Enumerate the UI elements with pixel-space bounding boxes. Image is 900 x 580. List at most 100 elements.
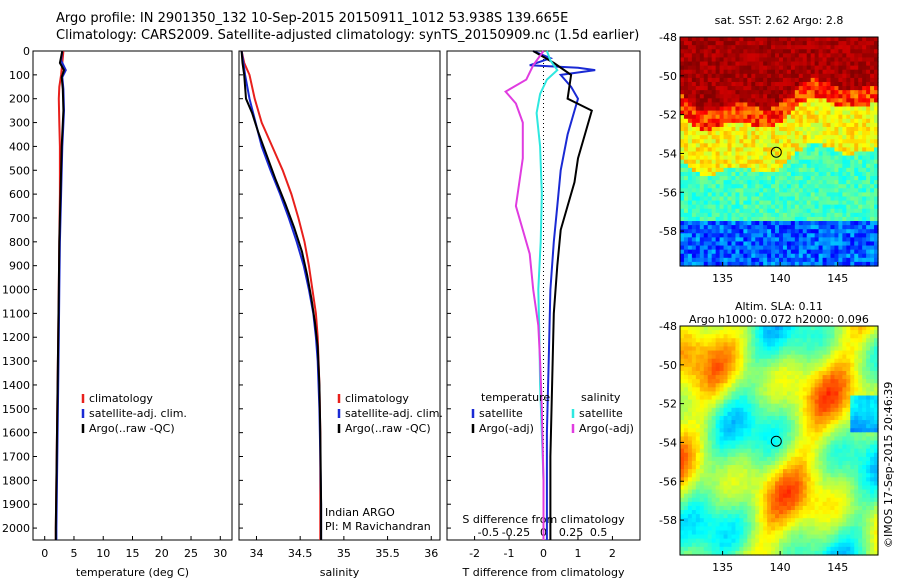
map-cell xyxy=(850,485,855,491)
map-cell xyxy=(715,326,721,331)
map-cell xyxy=(858,41,863,46)
map-cell xyxy=(834,106,839,112)
map-cell xyxy=(790,245,796,251)
map-cell xyxy=(735,456,740,462)
map-cell xyxy=(763,424,768,429)
map-cell xyxy=(707,41,713,46)
map-cell xyxy=(802,200,808,206)
map-cell xyxy=(790,135,796,140)
map-cell xyxy=(687,362,693,368)
map-cell xyxy=(822,249,828,255)
map-cell xyxy=(727,155,733,161)
map-cell xyxy=(703,221,709,226)
map-cell xyxy=(826,366,832,372)
map-cell xyxy=(739,167,744,173)
map-cell xyxy=(874,411,879,417)
map-cell xyxy=(727,469,733,474)
map-cell xyxy=(703,257,709,263)
map-cell xyxy=(719,362,725,368)
map-cell xyxy=(699,473,705,478)
map-cell xyxy=(775,391,780,397)
map-cell xyxy=(699,379,705,384)
map-cell xyxy=(723,473,729,478)
map-cell xyxy=(763,465,768,470)
map-cell xyxy=(731,151,737,157)
map-cell xyxy=(715,176,721,181)
map-cell xyxy=(874,143,879,149)
map-cell xyxy=(834,90,839,95)
map-cell xyxy=(846,420,851,425)
map-cell xyxy=(687,473,693,478)
map-cell xyxy=(703,94,709,99)
map-cell xyxy=(846,452,851,458)
map-cell xyxy=(838,420,843,425)
map-cell xyxy=(814,261,820,267)
map-cell xyxy=(798,245,804,251)
map-cell xyxy=(838,200,843,206)
map-cell xyxy=(802,342,808,348)
map-cell xyxy=(818,330,824,335)
map-cell xyxy=(739,155,744,161)
map-cell xyxy=(775,415,780,421)
map-cell xyxy=(810,420,816,425)
map-cell xyxy=(703,131,709,136)
map-cell xyxy=(834,444,839,450)
map-cell xyxy=(846,90,851,95)
map-cell xyxy=(806,460,812,466)
map-cell xyxy=(727,114,733,120)
map-cell xyxy=(711,61,717,67)
map-cell xyxy=(802,358,808,364)
map-cell xyxy=(771,424,776,429)
map-cell xyxy=(834,241,839,247)
map-cell xyxy=(691,399,697,405)
map-cell xyxy=(767,81,772,87)
map-cell xyxy=(806,221,812,226)
map-cell xyxy=(862,407,867,413)
map-cell xyxy=(695,489,701,495)
map-cell xyxy=(850,465,855,470)
map-cell xyxy=(834,387,839,393)
map-cell xyxy=(727,106,733,112)
map-cell xyxy=(862,147,867,153)
map-cell xyxy=(731,257,737,263)
map-cell xyxy=(739,69,744,75)
map-cell xyxy=(699,49,705,54)
map-cell xyxy=(771,379,776,384)
map-cell xyxy=(739,460,744,466)
map-cell xyxy=(691,415,697,421)
map-cell xyxy=(775,237,780,243)
map-cell xyxy=(775,485,780,491)
map-cell xyxy=(703,375,709,380)
map-cell xyxy=(767,61,772,67)
map-cell xyxy=(699,126,705,132)
map-cell xyxy=(735,460,740,466)
map-cell xyxy=(794,366,800,372)
map-cell xyxy=(810,465,816,470)
map-cell xyxy=(794,106,800,112)
map-cell xyxy=(707,460,713,466)
map-cell xyxy=(743,90,748,95)
map-cell xyxy=(794,395,800,401)
map-cell xyxy=(790,253,796,259)
map-cell xyxy=(866,151,871,157)
map-cell xyxy=(830,208,836,214)
map-cell xyxy=(846,192,851,198)
map-cell xyxy=(826,245,832,251)
map-cell xyxy=(870,379,875,384)
map-cell xyxy=(874,469,879,474)
map-cell xyxy=(683,176,689,181)
map-cell xyxy=(790,261,796,267)
map-cell xyxy=(782,102,788,108)
map-cell xyxy=(695,370,701,376)
map-cell xyxy=(683,375,689,380)
map-cell xyxy=(719,167,725,173)
map-cell xyxy=(699,98,705,104)
map-cell xyxy=(680,375,685,380)
map-cell xyxy=(798,420,804,425)
map-cell xyxy=(862,180,867,185)
map-cell xyxy=(759,126,764,132)
map-cell xyxy=(763,420,768,425)
map-cell xyxy=(870,86,875,91)
map-cell xyxy=(739,225,744,230)
map-cell xyxy=(683,131,689,136)
